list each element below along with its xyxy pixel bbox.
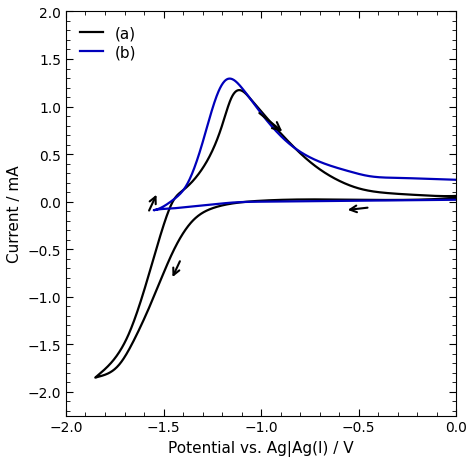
Y-axis label: Current / mA: Current / mA <box>7 165 22 263</box>
Legend: (a), (b): (a), (b) <box>73 20 143 67</box>
X-axis label: Potential vs. Ag|Ag(I) / V: Potential vs. Ag|Ag(I) / V <box>168 440 354 456</box>
